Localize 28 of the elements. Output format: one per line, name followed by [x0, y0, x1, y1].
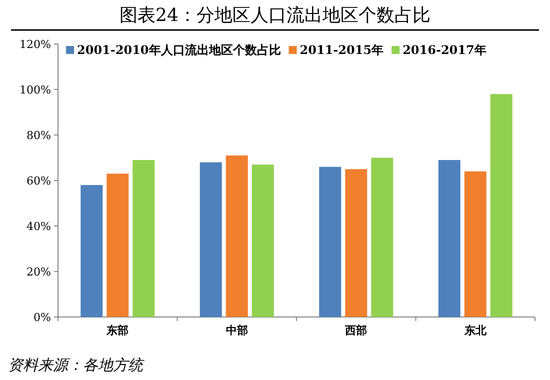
- bar: [132, 160, 155, 317]
- bar: [438, 160, 460, 317]
- bar: [80, 185, 103, 317]
- y-tick-label: 100%: [20, 84, 51, 96]
- legend-label: 2016-2017年: [402, 43, 486, 57]
- bar: [371, 158, 394, 317]
- bar: [106, 174, 129, 317]
- x-tick-label: 东部: [106, 324, 129, 337]
- y-tick-label: 120%: [20, 38, 51, 51]
- x-tick-label: 西部: [344, 324, 368, 337]
- y-tick-label: 40%: [26, 220, 51, 233]
- legend-label: 2011-2015年: [300, 43, 384, 57]
- y-tick-label: 0%: [34, 311, 51, 324]
- x-tick-label: 东北: [463, 324, 488, 337]
- y-tick-label: 80%: [26, 129, 51, 142]
- bar: [226, 155, 248, 317]
- text: 资料来源：各地方统: [8, 356, 145, 374]
- x-tick-label: 中部: [226, 324, 248, 337]
- bar: [490, 94, 512, 317]
- y-tick-label: 60%: [26, 174, 51, 188]
- bar: [345, 169, 368, 317]
- chart-title: 图表24：分地区人口流出地区个数占比: [120, 5, 430, 26]
- bar: [319, 166, 342, 317]
- legend-label: 2001-2010年人口流出地区个数占比: [77, 43, 281, 57]
- y-tick-label: 20%: [26, 266, 51, 278]
- bar: [200, 162, 222, 317]
- bar: [464, 171, 486, 317]
- bar: [252, 164, 274, 317]
